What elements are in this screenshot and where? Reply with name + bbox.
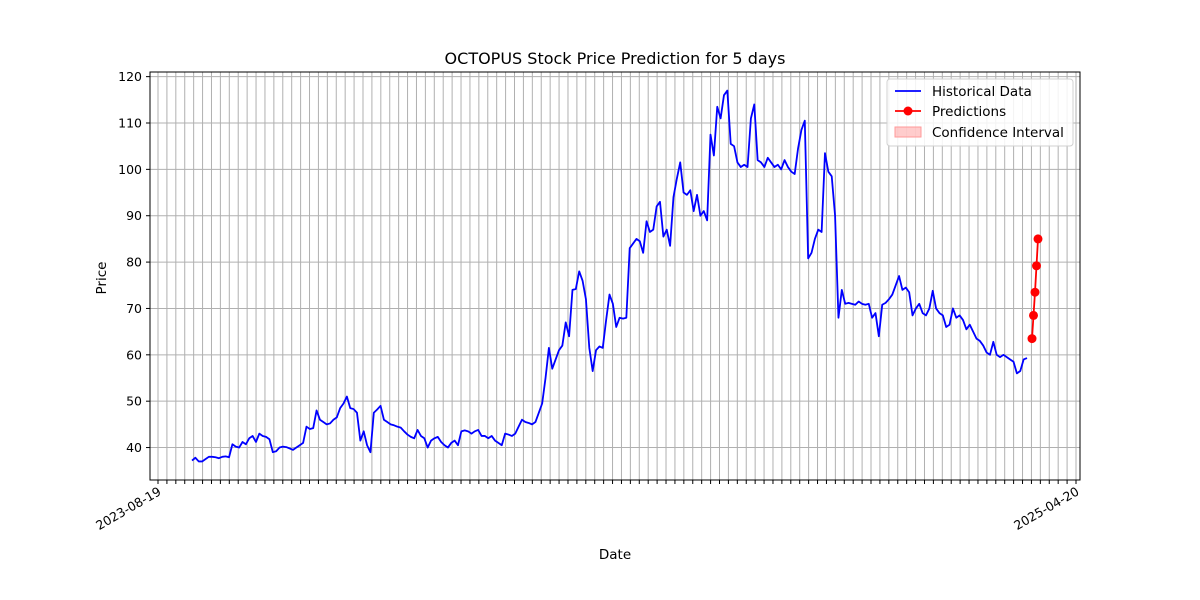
legend-entry-label: Historical Data xyxy=(932,84,1032,100)
chart-title: OCTOPUS Stock Price Prediction for 5 day… xyxy=(445,49,786,68)
y-tick-label: 80 xyxy=(126,255,142,270)
y-tick-label: 40 xyxy=(126,440,142,455)
y-tick-label: 50 xyxy=(126,394,142,409)
legend: Historical Data Predictions Confidence Int… xyxy=(886,78,1074,147)
y-axis-label: Price xyxy=(94,262,110,295)
historical-data-line xyxy=(191,89,1028,463)
prediction-point xyxy=(1032,261,1041,271)
legend-swatch-confidence xyxy=(894,126,922,138)
plot-frame xyxy=(149,71,1081,481)
legend-swatch-predictions-marker xyxy=(903,106,913,116)
y-tick-label: 90 xyxy=(126,208,142,223)
prediction-point xyxy=(1029,310,1038,320)
y-tick-label: 60 xyxy=(126,347,142,362)
prediction-point xyxy=(1027,334,1037,344)
y-tick-label: 70 xyxy=(126,301,142,316)
legend-entry-label: Predictions xyxy=(932,104,1006,120)
y-tick-label: 100 xyxy=(118,162,142,177)
y-tick-label: 110 xyxy=(118,116,142,131)
x-axis-label: Date xyxy=(599,547,631,563)
prediction-point xyxy=(1033,234,1043,244)
prediction-point xyxy=(1030,287,1040,297)
y-tick-label: 120 xyxy=(118,69,142,84)
series-layer xyxy=(191,89,1043,463)
legend-box xyxy=(886,78,1074,147)
legend-entry-label: Confidence Interval xyxy=(932,125,1064,141)
